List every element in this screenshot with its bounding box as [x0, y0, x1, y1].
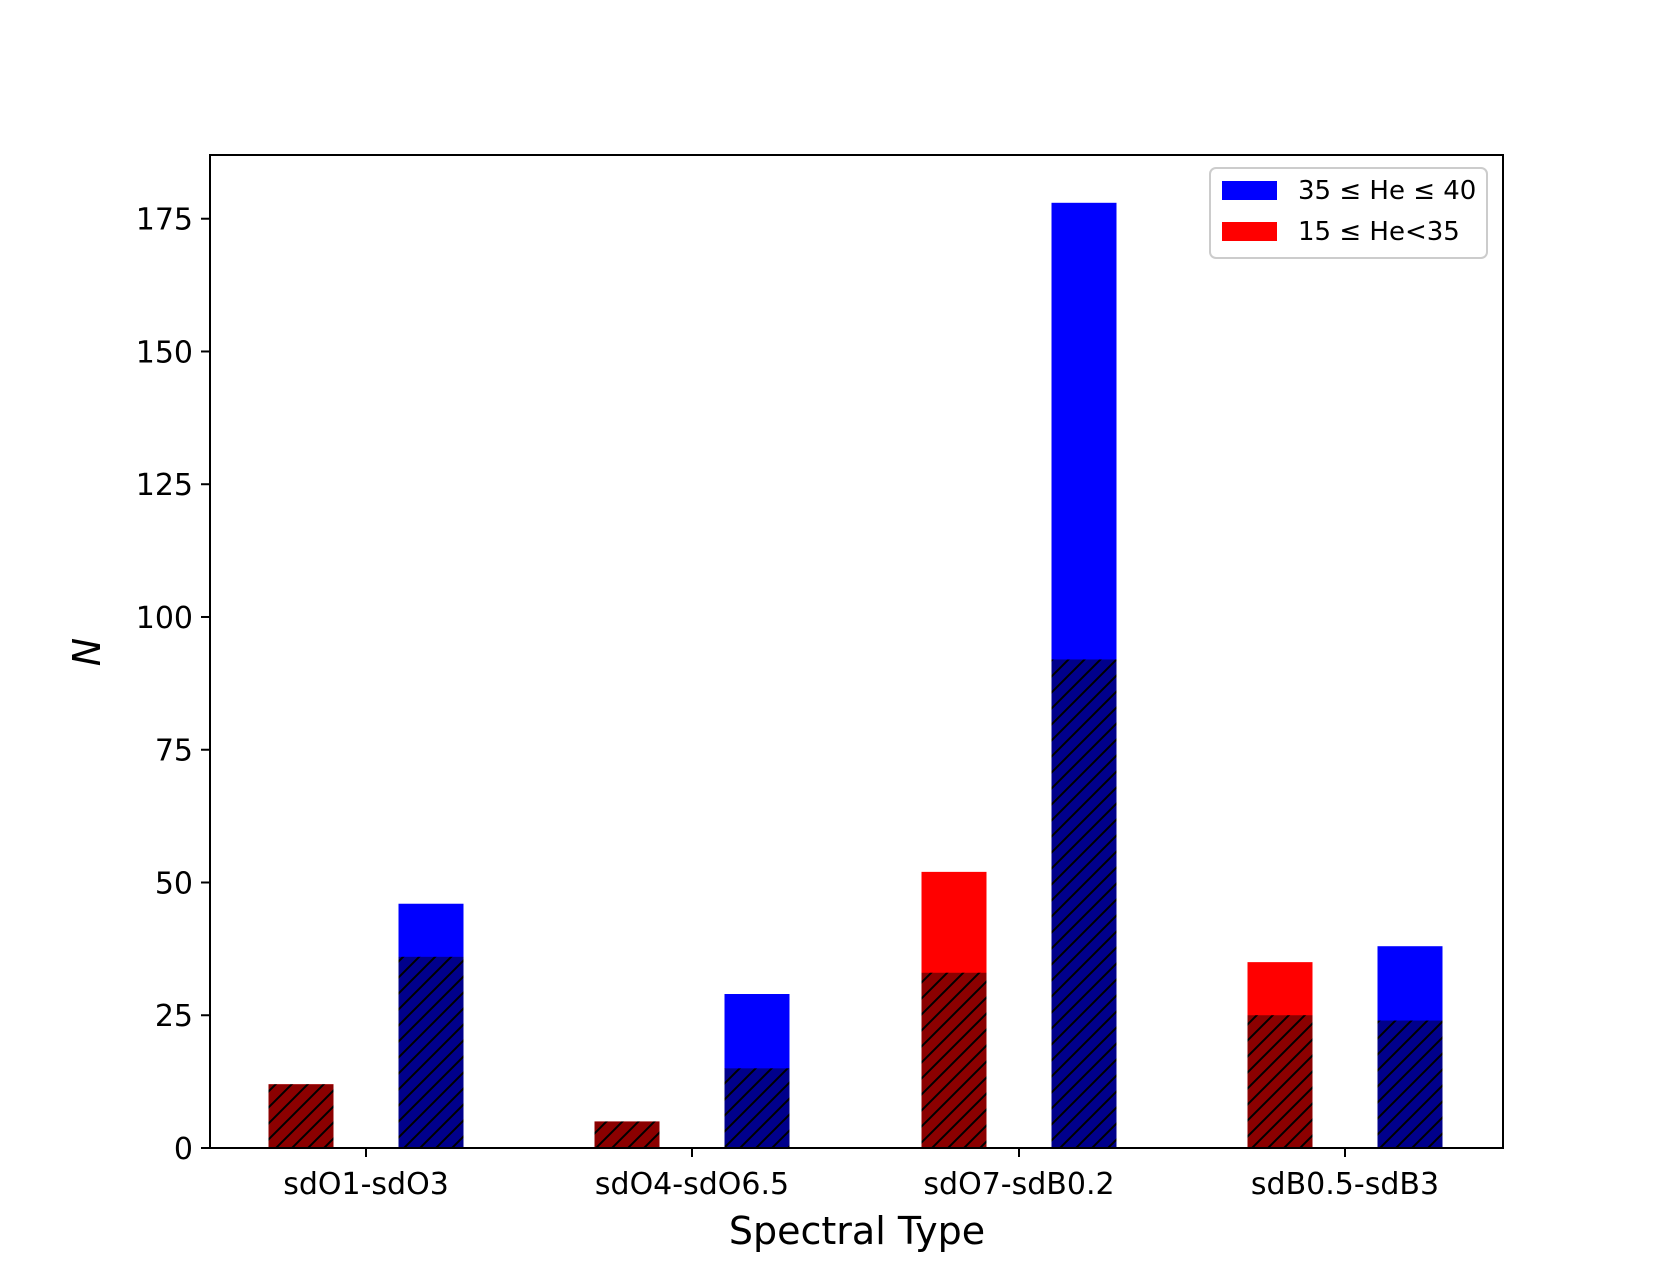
bar-hatch-pattern-blue-0	[398, 956, 464, 1148]
y-tick-label-7: 175	[136, 203, 193, 238]
bar-hatch-pattern-red-0	[268, 1084, 334, 1148]
y-tick-label-0: 0	[174, 1132, 193, 1167]
legend: 35 ≤ He ≤ 40 15 ≤ He<35	[1209, 167, 1488, 259]
y-tick-label-6: 150	[136, 335, 193, 370]
legend-label-blue: 35 ≤ He ≤ 40	[1298, 176, 1476, 206]
bar-hatch-pattern-red-3	[1247, 1015, 1313, 1148]
x-tick-label-0: sdO1-sdO3	[283, 1167, 449, 1202]
bar-hatch-pattern-red-1	[594, 1121, 660, 1148]
x-axis: sdO1-sdO3 sdO4-sdO6.5 sdO7-sdB0.2 sdB0.5-sd…	[283, 1148, 1439, 1202]
y-tick-label-5: 125	[136, 468, 193, 503]
bar-hatch-pattern-blue-2	[1051, 659, 1117, 1148]
x-tick-label-1: sdO4-sdO6.5	[595, 1167, 789, 1202]
legend-box	[1209, 167, 1488, 259]
x-axis-label: Spectral Type	[729, 1209, 985, 1253]
legend-swatch-blue	[1222, 181, 1277, 200]
bar-hatch-pattern-blue-1	[724, 1068, 790, 1148]
bar-hatch-pattern-red-2	[921, 972, 987, 1148]
y-tick-label-4: 100	[136, 601, 193, 636]
legend-swatch-red	[1222, 222, 1277, 241]
y-tick-label-2: 50	[155, 866, 193, 901]
legend-label-red: 15 ≤ He<35	[1298, 217, 1460, 247]
bar-hatch-pattern-blue-3	[1377, 1020, 1443, 1148]
bars-layer	[268, 202, 1443, 1148]
y-tick-label-3: 75	[155, 734, 193, 769]
x-tick-label-3: sdB0.5-sdB3	[1251, 1167, 1439, 1202]
plot-frame	[209, 154, 1504, 1149]
x-tick-label-2: sdO7-sdB0.2	[923, 1167, 1114, 1202]
y-axis-label: N	[65, 638, 109, 666]
y-tick-label-1: 25	[155, 999, 193, 1034]
y-axis: 0 25 50 75 100 125 150 175	[136, 203, 210, 1167]
